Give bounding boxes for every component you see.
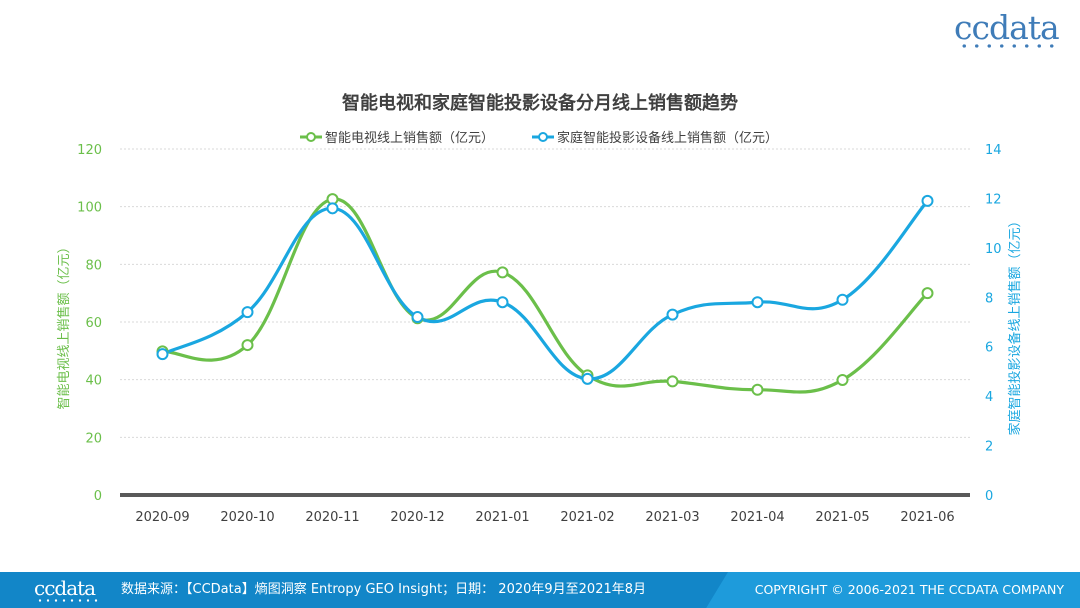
data-point-projector bbox=[921, 194, 934, 207]
x-tick-label: 2020-10 bbox=[220, 510, 274, 525]
chart-title: 智能电视和家庭智能投影设备分月线上销售额趋势 bbox=[342, 92, 738, 114]
footer-logo: ccdata bbox=[34, 577, 104, 603]
x-tick-label: 2021-01 bbox=[475, 510, 529, 525]
footer-logo-dots bbox=[36, 599, 100, 602]
x-tick-label: 2020-12 bbox=[390, 510, 444, 525]
x-tick-label: 2021-02 bbox=[560, 510, 614, 525]
line-chart: 智能电视和家庭智能投影设备分月线上销售额趋势 智能电视线上销售额（亿元） 家庭智… bbox=[56, 92, 1023, 525]
data-point-tv bbox=[836, 373, 849, 386]
data-point-projector bbox=[411, 311, 424, 324]
data-point-projector bbox=[496, 296, 509, 309]
x-tick-label: 2021-05 bbox=[815, 510, 869, 525]
data-point-projector bbox=[751, 296, 764, 309]
grid-lines bbox=[120, 148, 970, 438]
left-tick-label: 120 bbox=[77, 143, 102, 158]
right-tick-label: 8 bbox=[985, 291, 993, 306]
left-tick-label: 80 bbox=[85, 258, 102, 273]
left-tick-label: 20 bbox=[85, 431, 102, 446]
x-tick-label: 2021-03 bbox=[645, 510, 699, 525]
data-point-projector bbox=[241, 306, 254, 319]
data-point-tv bbox=[241, 339, 254, 352]
right-tick-label: 0 bbox=[985, 489, 993, 504]
series-line-tv bbox=[162, 197, 929, 394]
data-point-projector bbox=[666, 308, 679, 321]
data-point-tv bbox=[921, 287, 934, 300]
left-tick-label: 100 bbox=[77, 201, 102, 216]
right-axis-ticks: 0 2 4 6 8 10 12 14 bbox=[985, 143, 1002, 504]
data-source-text: 数据来源：【CCData】熵图洞察 Entropy GEO Insight；日期… bbox=[121, 582, 647, 597]
legend-projector-label: 家庭智能投影设备线上销售额（亿元） bbox=[557, 130, 778, 146]
x-tick-label: 2021-06 bbox=[900, 510, 954, 525]
data-point-tv bbox=[666, 375, 679, 388]
right-tick-label: 4 bbox=[985, 390, 993, 405]
data-point-projector bbox=[836, 293, 849, 306]
right-axis-label: 家庭智能投影设备线上销售额（亿元） bbox=[1007, 214, 1023, 435]
legend-tv-marker bbox=[306, 132, 316, 142]
left-tick-label: 60 bbox=[85, 316, 102, 331]
left-axis-label: 智能电视线上销售额（亿元） bbox=[56, 240, 72, 409]
data-point-projector bbox=[326, 202, 339, 215]
series-layer bbox=[156, 193, 934, 396]
footer-band bbox=[0, 572, 728, 608]
series-line-projector bbox=[161, 199, 929, 381]
ccdata-logo: ccdata bbox=[954, 10, 1064, 54]
logo-dots bbox=[958, 44, 1058, 48]
data-point-projector bbox=[581, 372, 594, 385]
chart-legend: 智能电视线上销售额（亿元） 家庭智能投影设备线上销售额（亿元） bbox=[300, 130, 778, 146]
right-tick-label: 12 bbox=[985, 192, 1002, 207]
x-tick-label: 2020-11 bbox=[305, 510, 359, 525]
right-tick-label: 6 bbox=[985, 341, 993, 356]
data-point-tv bbox=[496, 266, 509, 279]
data-point-tv bbox=[751, 383, 764, 396]
footer-bar: ccdata 数据来源：【CCData】熵图洞察 Entropy GEO Ins… bbox=[0, 572, 1080, 608]
footer-logo-text: ccdata bbox=[34, 576, 96, 600]
legend-tv-label: 智能电视线上销售额（亿元） bbox=[325, 130, 494, 146]
legend-projector-marker bbox=[538, 132, 548, 142]
x-axis-ticks: 2020-09 2020-10 2020-11 2020-12 2021-01 2021-… bbox=[135, 510, 954, 525]
x-tick-label: 2021-04 bbox=[730, 510, 784, 525]
x-tick-label: 2020-09 bbox=[135, 510, 189, 525]
copyright-text: COPYRIGHT © 2006-2021 THE CCDATA COMPANY bbox=[754, 582, 1064, 597]
ccdata-logo-text: ccdata bbox=[954, 8, 1060, 47]
right-tick-label: 2 bbox=[985, 440, 993, 455]
right-tick-label: 10 bbox=[985, 242, 1002, 257]
left-tick-label: 40 bbox=[85, 374, 102, 389]
right-tick-label: 14 bbox=[985, 143, 1002, 158]
left-tick-label: 0 bbox=[94, 489, 102, 504]
left-axis-ticks: 0 20 40 60 80 100 120 bbox=[77, 143, 102, 504]
data-point-projector bbox=[156, 348, 169, 361]
